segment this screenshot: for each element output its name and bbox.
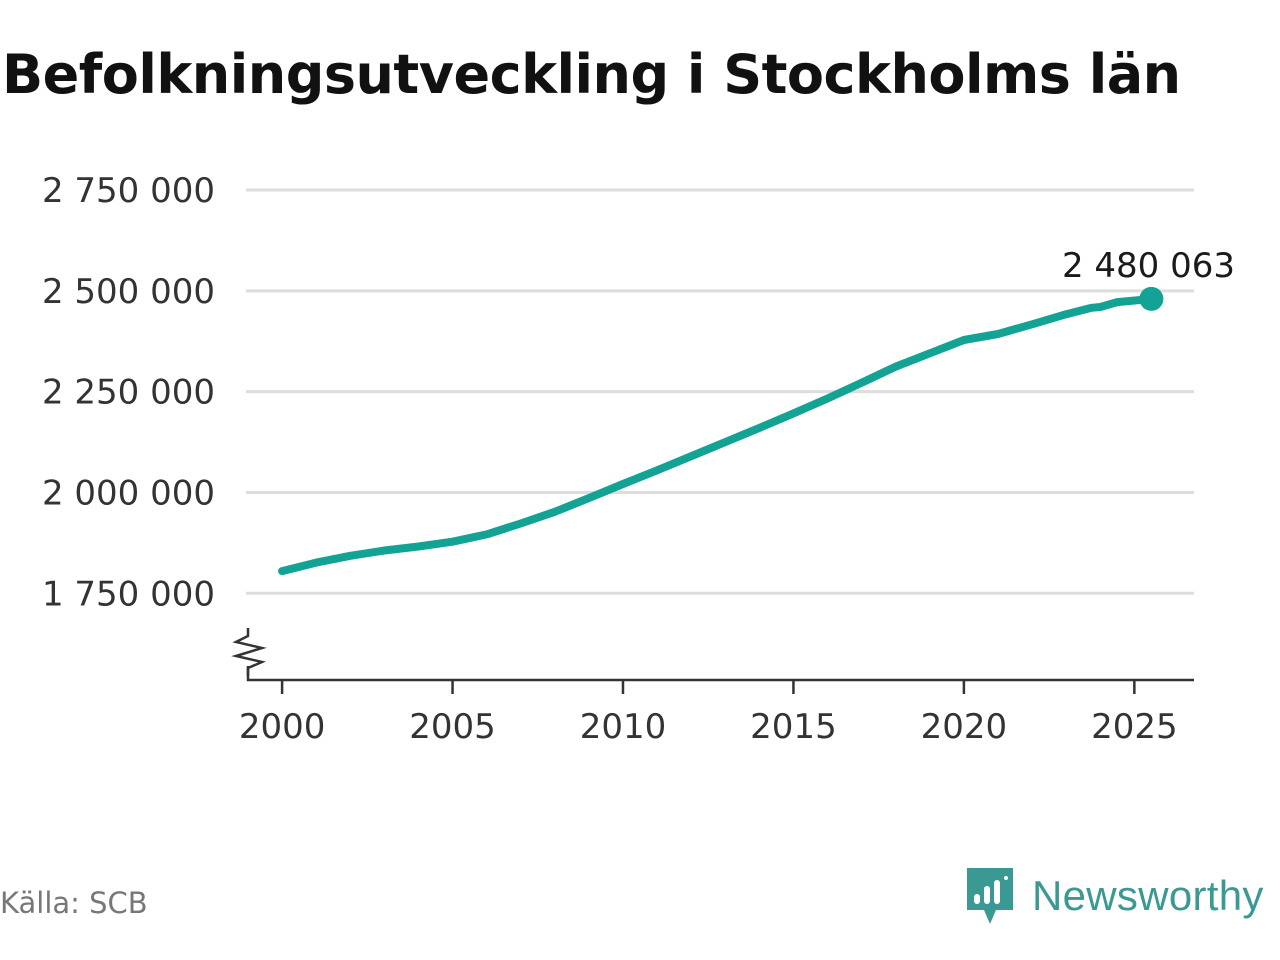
x-axis-tick-labels: 2000 2005 2010 2015 2020 2025	[239, 707, 1178, 747]
newsworthy-logo-icon	[967, 868, 1013, 924]
x-tick-label: 2015	[750, 707, 837, 747]
x-tick-label: 2005	[409, 707, 496, 747]
source-note: Källa: SCB	[0, 886, 148, 920]
x-tick-label: 2025	[1091, 707, 1178, 747]
x-axis-line	[246, 666, 1194, 682]
y-tick-label: 2 250 000	[42, 373, 215, 413]
chart-title: Befolkningsutveckling i Stockholms län	[2, 43, 1181, 106]
gridlines	[246, 188, 1194, 595]
y-tick-label: 1 750 000	[42, 574, 215, 614]
y-tick-label: 2 000 000	[42, 473, 215, 513]
x-tick-label: 2020	[921, 707, 1008, 747]
x-tick-label: 2000	[239, 707, 326, 747]
y-tick-label: 2 750 000	[42, 171, 215, 211]
y-axis-tick-labels: 1 750 000 2 000 000 2 250 000 2 500 000 2 75…	[42, 171, 215, 614]
brand-name: Newsworthy	[1032, 872, 1264, 919]
y-tick-label: 2 500 000	[42, 272, 215, 312]
brand-logo: Newsworthy	[964, 866, 1264, 926]
axis-break-icon	[231, 628, 267, 676]
latest-value-label: 2 480 063	[1062, 246, 1235, 286]
x-axis-ticks	[280, 680, 1136, 694]
x-tick-label: 2010	[580, 707, 667, 747]
latest-value-point	[1139, 286, 1164, 311]
population-line	[278, 294, 1156, 576]
